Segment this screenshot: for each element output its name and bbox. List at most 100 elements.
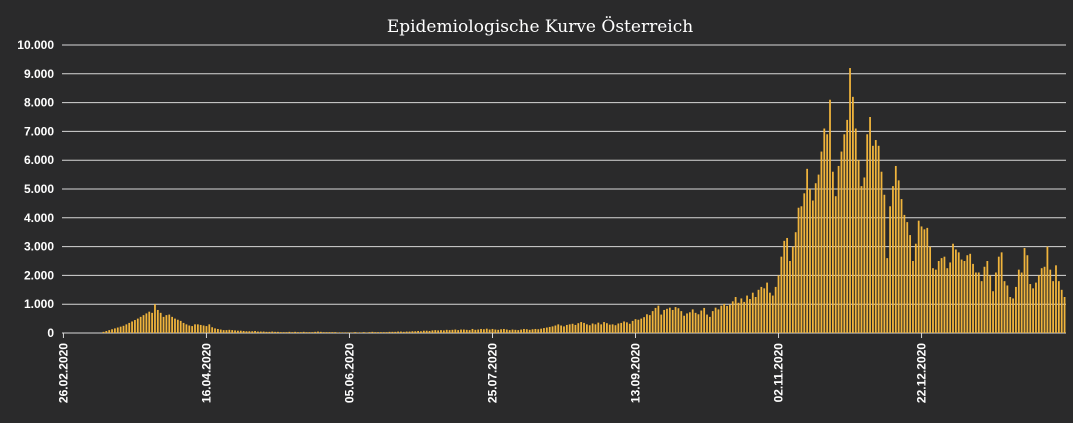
bar xyxy=(388,331,391,333)
bar xyxy=(663,309,665,333)
bar xyxy=(440,330,442,333)
bar xyxy=(777,275,780,333)
bar xyxy=(648,315,651,333)
bar xyxy=(1035,282,1037,333)
y-tick-label: 10.000 xyxy=(17,38,54,52)
bar xyxy=(176,319,179,333)
bar xyxy=(543,328,545,333)
bar xyxy=(934,269,937,333)
bar xyxy=(125,324,128,333)
bar xyxy=(829,99,831,333)
bar xyxy=(111,329,113,333)
bar xyxy=(291,332,294,333)
bar xyxy=(854,128,857,333)
bar xyxy=(872,145,874,333)
bar xyxy=(116,327,119,333)
bar xyxy=(217,328,219,333)
bar xyxy=(425,330,428,333)
bar xyxy=(580,322,583,333)
bar xyxy=(165,315,168,333)
bar xyxy=(119,326,122,333)
y-tick-label: 5.000 xyxy=(24,182,54,196)
bar xyxy=(677,308,680,333)
bar xyxy=(869,117,871,333)
bar xyxy=(892,186,894,333)
bar xyxy=(680,311,683,333)
bar xyxy=(972,263,974,333)
bar xyxy=(362,332,365,333)
bar xyxy=(168,314,171,333)
bar xyxy=(299,332,302,333)
bar xyxy=(877,145,880,333)
bar xyxy=(345,332,348,333)
bar xyxy=(282,332,285,333)
bar xyxy=(1055,265,1057,333)
bar xyxy=(1060,289,1063,333)
bar xyxy=(445,329,448,333)
bar xyxy=(814,183,817,333)
bar xyxy=(377,332,379,333)
bar xyxy=(637,319,640,333)
bar xyxy=(817,174,820,333)
bar xyxy=(105,330,108,333)
bar xyxy=(431,330,434,333)
bar xyxy=(789,261,791,333)
bar xyxy=(963,261,966,333)
bar xyxy=(528,329,531,333)
bar xyxy=(660,314,663,333)
bar xyxy=(351,332,354,333)
bar xyxy=(442,330,445,333)
bar xyxy=(391,331,394,333)
bar xyxy=(743,301,746,333)
bar xyxy=(980,281,983,333)
bar xyxy=(623,321,625,333)
bar xyxy=(617,323,620,333)
bar xyxy=(196,324,199,333)
bar xyxy=(262,331,265,333)
bar xyxy=(760,286,763,333)
bar xyxy=(305,332,308,333)
bar xyxy=(737,302,740,333)
bar xyxy=(912,261,914,333)
bar xyxy=(686,313,688,333)
bar xyxy=(583,322,585,333)
bar xyxy=(703,307,706,333)
bar xyxy=(394,331,397,333)
y-tick-label: 1.000 xyxy=(24,297,54,311)
bar xyxy=(148,311,151,333)
bar xyxy=(906,222,909,333)
bar xyxy=(108,330,111,333)
bar xyxy=(156,309,159,333)
bar xyxy=(322,332,325,333)
bar xyxy=(886,258,889,333)
bar xyxy=(297,332,299,333)
bar xyxy=(894,165,897,333)
bar xyxy=(114,328,116,333)
bar xyxy=(628,323,631,333)
bar xyxy=(422,330,425,333)
bar xyxy=(943,256,946,333)
bar xyxy=(863,177,866,333)
bar xyxy=(408,331,411,333)
bar xyxy=(880,171,883,333)
bar xyxy=(949,262,952,333)
bar xyxy=(1006,285,1009,333)
bar xyxy=(940,258,943,333)
bar xyxy=(257,331,259,333)
x-axis-ticks: 26.02.2020 16.04.2020 05.06.2020 25.07.2020… xyxy=(56,333,929,403)
bar xyxy=(1049,269,1052,333)
bar xyxy=(1015,286,1017,333)
bar xyxy=(199,324,202,333)
bar xyxy=(185,324,188,333)
bar xyxy=(771,295,774,333)
bar xyxy=(1037,275,1040,333)
bar xyxy=(1032,288,1034,333)
bar xyxy=(729,304,731,333)
bar xyxy=(523,328,525,333)
bar xyxy=(774,286,777,333)
bar xyxy=(219,329,222,333)
bar xyxy=(348,332,351,333)
bar xyxy=(560,325,563,333)
bar xyxy=(545,327,548,333)
bar xyxy=(840,151,843,333)
